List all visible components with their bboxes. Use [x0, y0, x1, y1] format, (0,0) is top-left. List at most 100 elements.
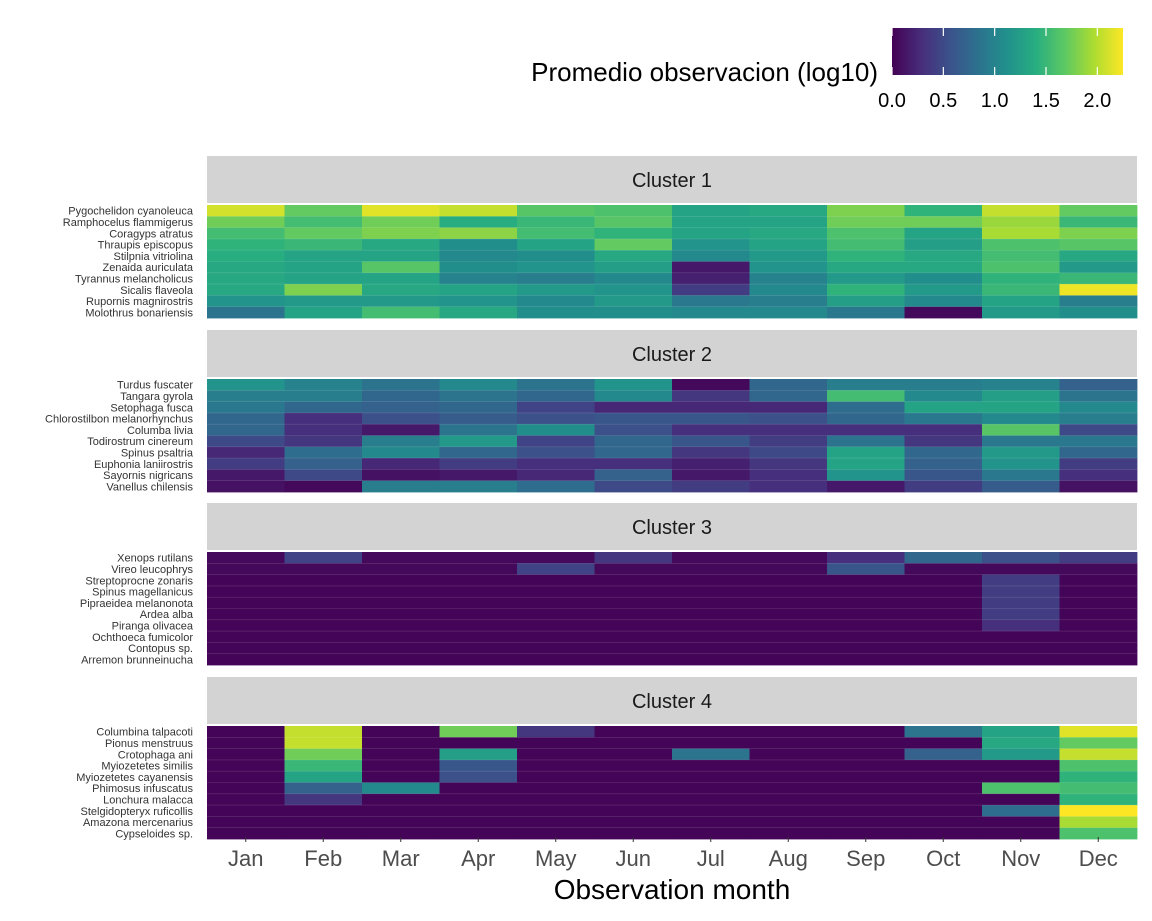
species-label: Pionus menstruus: [105, 738, 194, 750]
heatmap-cell: [1059, 205, 1138, 217]
heatmap-cell: [439, 827, 518, 840]
heatmap-cell: [207, 642, 285, 655]
heatmap-cell: [362, 619, 440, 632]
heatmap-cell: [284, 480, 363, 493]
heatmap-cell: [749, 412, 828, 425]
heatmap-cell: [982, 306, 1060, 319]
heatmap-cell: [1059, 216, 1138, 228]
panel-title: Cluster 3: [632, 517, 712, 539]
heatmap-cell: [1059, 619, 1138, 632]
heatmap-cell: [1059, 771, 1138, 783]
heatmap-cell: [594, 574, 673, 587]
heatmap-cell: [207, 227, 285, 240]
heatmap-cell: [827, 412, 905, 425]
species-label: Xenops rutilans: [117, 553, 193, 565]
heatmap-cell: [749, 227, 828, 240]
heatmap-cell: [982, 816, 1060, 829]
heatmap-cell: [672, 585, 750, 598]
heatmap-cell: [982, 642, 1060, 655]
species-label: Vireo leucophrys: [111, 564, 193, 576]
species-label: Piranga olivacea: [112, 620, 194, 632]
heatmap-cell: [284, 816, 363, 829]
heatmap-cell: [362, 390, 440, 402]
heatmap-cell: [749, 379, 828, 391]
heatmap-cell: [827, 585, 905, 598]
heatmap-cell: [362, 552, 440, 564]
heatmap-cell: [594, 827, 673, 840]
heatmap-cell: [827, 653, 905, 666]
legend-tick-label: 0.0: [878, 90, 906, 112]
species-label: Myiozetetes similis: [101, 761, 193, 773]
heatmap-cell: [362, 250, 440, 262]
heatmap-cell: [207, 608, 285, 621]
heatmap-cell: [284, 401, 363, 414]
heatmap-cell: [904, 805, 983, 817]
heatmap-cell: [982, 272, 1060, 285]
heatmap-cell: [749, 480, 828, 493]
heatmap-cell: [904, 827, 983, 840]
heatmap-cell: [827, 574, 905, 587]
heatmap-cell: [594, 284, 673, 296]
heatmap-cell: [207, 619, 285, 632]
heatmap-cell: [1059, 642, 1138, 655]
heatmap-cell: [594, 759, 673, 772]
heatmap-cell: [594, 793, 673, 806]
heatmap-cell: [904, 216, 983, 228]
heatmap-cell: [594, 227, 673, 240]
heatmap-cell: [207, 771, 285, 783]
heatmap-cell: [749, 805, 828, 817]
heatmap-cell: [749, 435, 828, 448]
legend-title: Promedio observacion (log10): [531, 57, 878, 87]
heatmap-cell: [672, 261, 750, 274]
heatmap-cell: [594, 216, 673, 228]
heatmap-cell: [982, 631, 1060, 643]
heatmap-cell: [207, 390, 285, 402]
heatmap-cell: [904, 771, 983, 783]
species-label: Contopus sp.: [128, 643, 193, 655]
heatmap-cell: [517, 295, 595, 308]
heatmap-cell: [362, 642, 440, 655]
heatmap-cell: [362, 458, 440, 470]
species-label: Columbina talpacoti: [96, 727, 193, 739]
heatmap-cell: [207, 793, 285, 806]
legend-tick-label: 1.0: [981, 90, 1009, 112]
heatmap-cell: [439, 759, 518, 772]
heatmap-cell: [982, 552, 1060, 564]
heatmap-cell: [207, 816, 285, 829]
legend-tick-label: 1.5: [1032, 90, 1060, 112]
heatmap-cell: [904, 748, 983, 761]
heatmap-cell: [207, 458, 285, 470]
heatmap-cell: [749, 585, 828, 598]
heatmap-cell: [1059, 379, 1138, 391]
heatmap-cell: [517, 771, 595, 783]
heatmap-cell: [207, 284, 285, 296]
panel-strip: [207, 503, 1137, 550]
heatmap-panels: Cluster 1 Pygochelidon cyanoleucaRamphoce…: [45, 156, 1138, 840]
heatmap-cell: [594, 737, 673, 749]
heatmap-cell: [827, 563, 905, 575]
heatmap-cell: [207, 737, 285, 749]
heatmap-cell: [439, 726, 518, 738]
heatmap-cell: [439, 597, 518, 609]
heatmap-cell: [749, 619, 828, 632]
heatmap-cell: [362, 759, 440, 772]
heatmap-cell: [672, 748, 750, 761]
heatmap-cell: [439, 552, 518, 564]
heatmap-cell: [284, 552, 363, 564]
heatmap-cell: [284, 608, 363, 621]
heatmap-cell: [827, 619, 905, 632]
heatmap-cell: [827, 435, 905, 448]
species-label: Phimosus infuscatus: [92, 783, 193, 795]
heatmap-cell: [904, 608, 983, 621]
heatmap-cell: [439, 379, 518, 391]
heatmap-cell: [749, 563, 828, 575]
heatmap-cell: [594, 619, 673, 632]
heatmap-cell: [827, 748, 905, 761]
heatmap-cell: [749, 216, 828, 228]
heatmap-cell: [207, 782, 285, 795]
heatmap-cell: [982, 379, 1060, 391]
heatmap-cell: [439, 295, 518, 308]
heatmap-cell: [439, 653, 518, 666]
heatmap-cell: [672, 480, 750, 493]
